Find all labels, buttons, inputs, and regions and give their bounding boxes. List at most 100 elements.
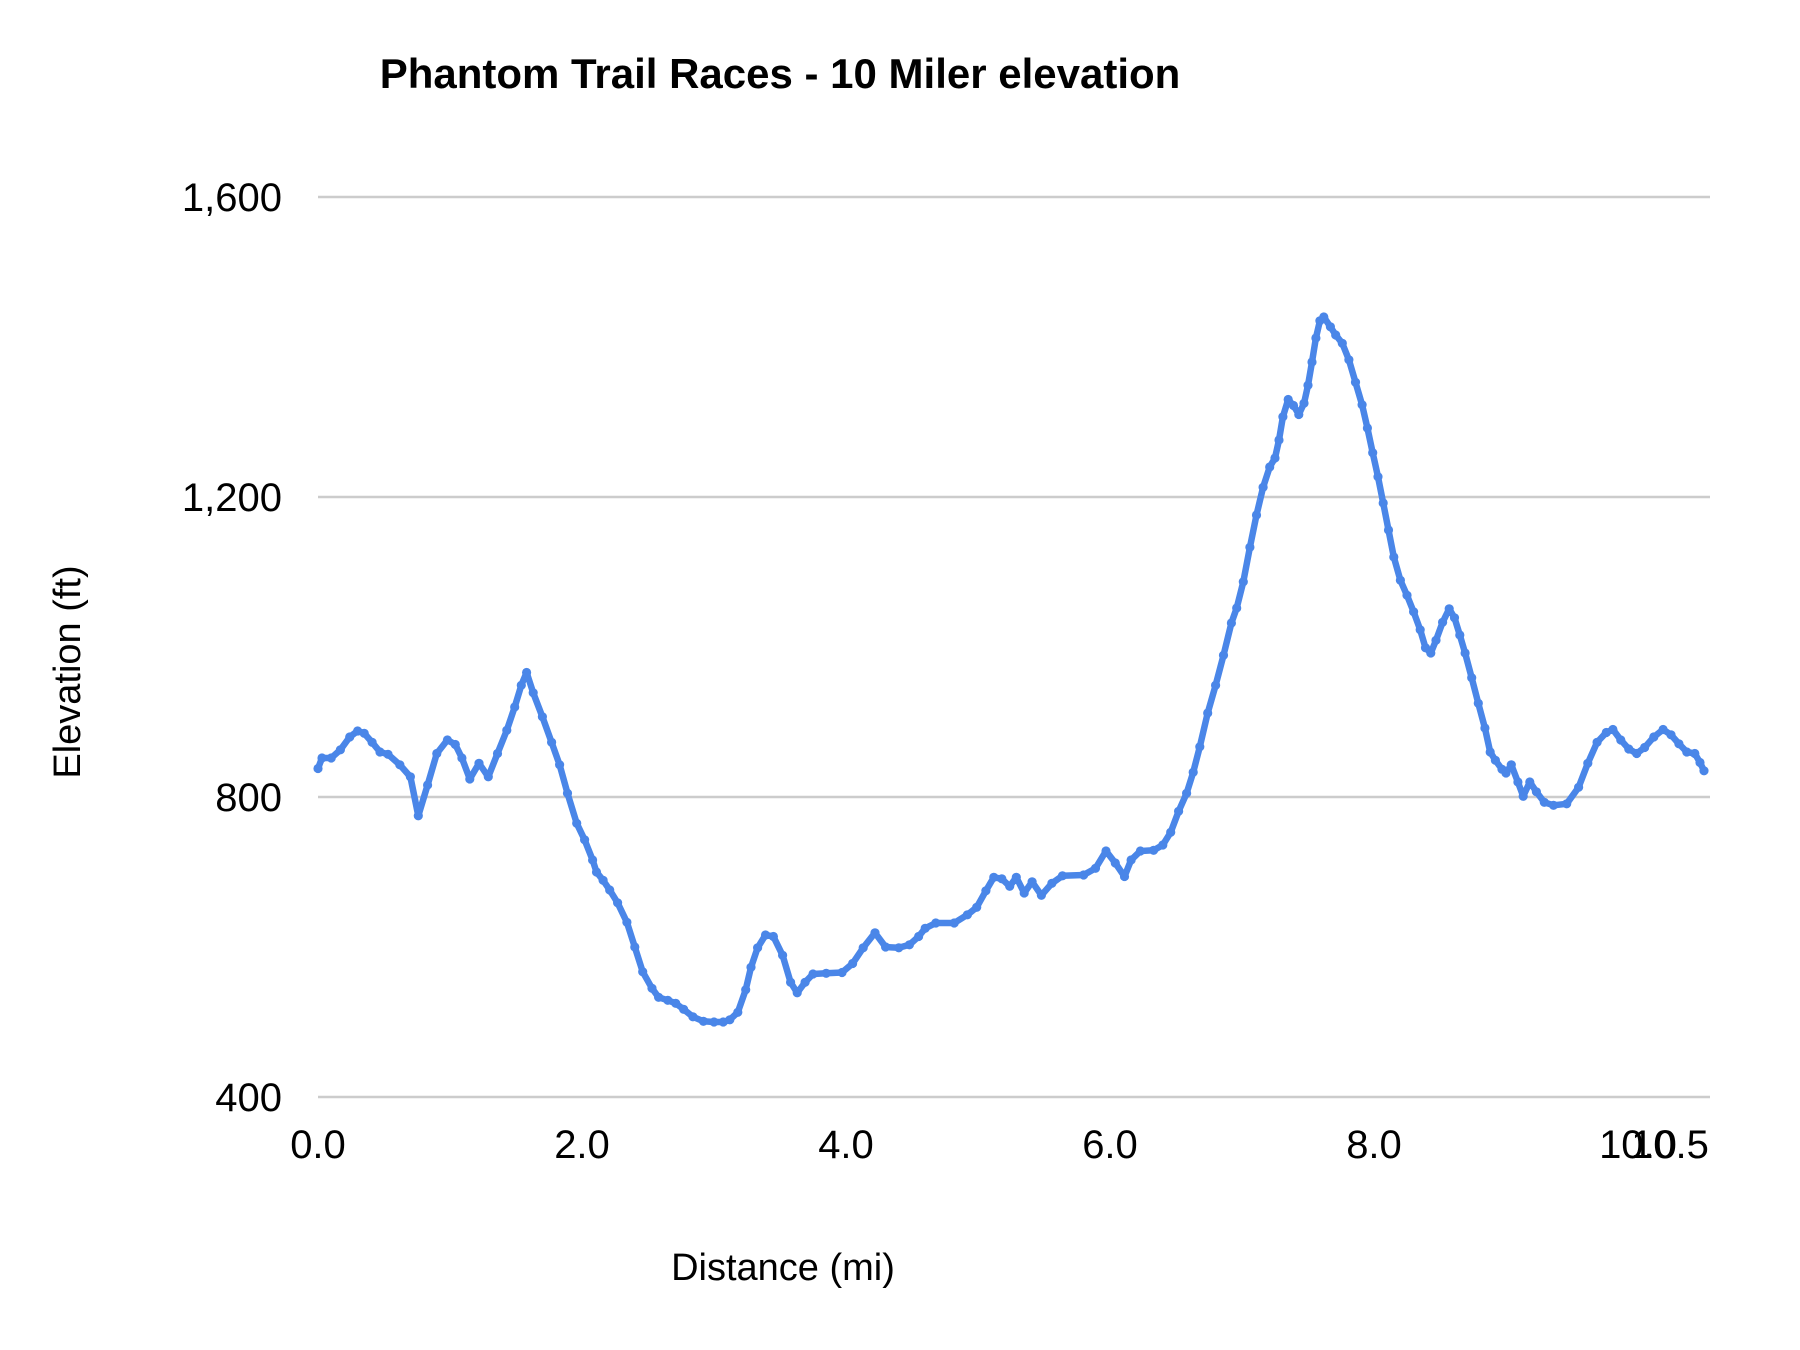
data-point — [516, 680, 526, 690]
chart-title: Phantom Trail Races - 10 Miler elevation — [380, 50, 1181, 97]
data-point — [1166, 827, 1176, 837]
data-point — [837, 967, 847, 978]
data-point — [1690, 748, 1700, 759]
data-point — [1245, 542, 1255, 552]
data-point — [474, 758, 484, 768]
data-point — [1251, 510, 1262, 520]
data-point — [1307, 357, 1317, 367]
data-point — [1344, 355, 1354, 365]
data-point — [800, 977, 810, 987]
data-point — [1265, 462, 1275, 472]
data-point — [768, 931, 779, 942]
data-point — [457, 753, 467, 763]
data-point — [1444, 604, 1454, 614]
data-point — [663, 995, 673, 1005]
data-point — [326, 753, 336, 763]
data-point — [753, 943, 763, 953]
data-point — [1649, 732, 1659, 742]
data-point — [1011, 872, 1021, 882]
data-point — [741, 985, 751, 995]
data-point — [395, 760, 405, 770]
data-point — [313, 763, 323, 774]
data-point — [335, 745, 345, 755]
data-point — [1232, 603, 1242, 613]
x-tick-label-10.5: 10.5 — [1631, 1123, 1709, 1167]
data-point — [1574, 782, 1584, 792]
data-point — [522, 667, 532, 678]
data-point — [367, 737, 377, 747]
data-point — [359, 728, 369, 738]
data-point — [989, 872, 999, 882]
data-point — [492, 748, 503, 759]
data-point — [1473, 698, 1483, 708]
data-point — [1101, 846, 1111, 856]
data-point — [1682, 747, 1692, 757]
data-point — [808, 969, 818, 979]
data-point — [1383, 525, 1394, 535]
data-point — [1389, 552, 1399, 562]
data-point — [981, 886, 991, 896]
elevation-series — [313, 312, 1709, 1027]
data-point — [1674, 739, 1684, 749]
elevation-data-points — [313, 312, 1709, 1027]
data-point — [725, 1015, 735, 1025]
data-point — [405, 772, 415, 782]
data-point — [1283, 394, 1293, 405]
data-point — [613, 898, 623, 908]
data-point — [1402, 590, 1412, 600]
data-point — [1531, 787, 1541, 797]
data-point — [510, 702, 520, 712]
data-point — [1583, 758, 1593, 768]
data-point — [972, 902, 982, 912]
data-point — [1110, 858, 1120, 868]
data-point — [914, 931, 924, 942]
data-point — [870, 928, 880, 938]
gridlines — [318, 195, 1710, 1099]
data-point — [1378, 498, 1388, 508]
x-tick-label-4.0: 4.0 — [818, 1123, 874, 1167]
x-tick-label-10.0: 10.0 — [1599, 1123, 1677, 1167]
data-point — [1368, 448, 1378, 458]
data-point — [1303, 380, 1313, 390]
data-point — [1079, 870, 1089, 880]
data-point — [383, 749, 393, 759]
data-point — [1325, 322, 1335, 332]
data-point — [1027, 877, 1037, 887]
data-point — [1278, 412, 1288, 422]
data-point — [1415, 625, 1425, 635]
data-point — [679, 1004, 689, 1014]
data-point — [423, 780, 433, 790]
data-point — [1047, 878, 1057, 888]
data-point — [1203, 708, 1213, 718]
data-point — [949, 918, 959, 928]
data-point — [1188, 767, 1198, 777]
data-point — [821, 968, 831, 978]
x-tick-label-0.0: 0.0 — [290, 1123, 346, 1167]
data-point — [1337, 338, 1347, 348]
data-point — [792, 988, 802, 998]
elevation-line — [314, 313, 1708, 1026]
data-point — [1036, 890, 1046, 900]
data-point — [502, 725, 512, 735]
data-point — [1126, 855, 1136, 865]
data-point — [1119, 871, 1130, 882]
data-point — [1666, 730, 1676, 740]
data-point — [786, 977, 796, 987]
data-point — [1548, 800, 1559, 810]
data-point — [1174, 806, 1184, 816]
data-point — [465, 774, 475, 784]
data-point — [562, 788, 573, 798]
data-point — [605, 885, 615, 895]
data-point — [1357, 400, 1367, 410]
data-point — [1608, 724, 1618, 735]
data-point — [537, 712, 548, 722]
data-point — [894, 943, 904, 953]
data-point — [1525, 777, 1535, 787]
data-point — [1506, 760, 1516, 770]
data-point — [630, 942, 640, 952]
data-point — [1438, 617, 1448, 627]
data-point — [1311, 333, 1321, 343]
data-point — [588, 855, 598, 865]
x-tick-label-6.0: 6.0 — [1082, 1123, 1138, 1167]
data-point — [1409, 607, 1419, 617]
